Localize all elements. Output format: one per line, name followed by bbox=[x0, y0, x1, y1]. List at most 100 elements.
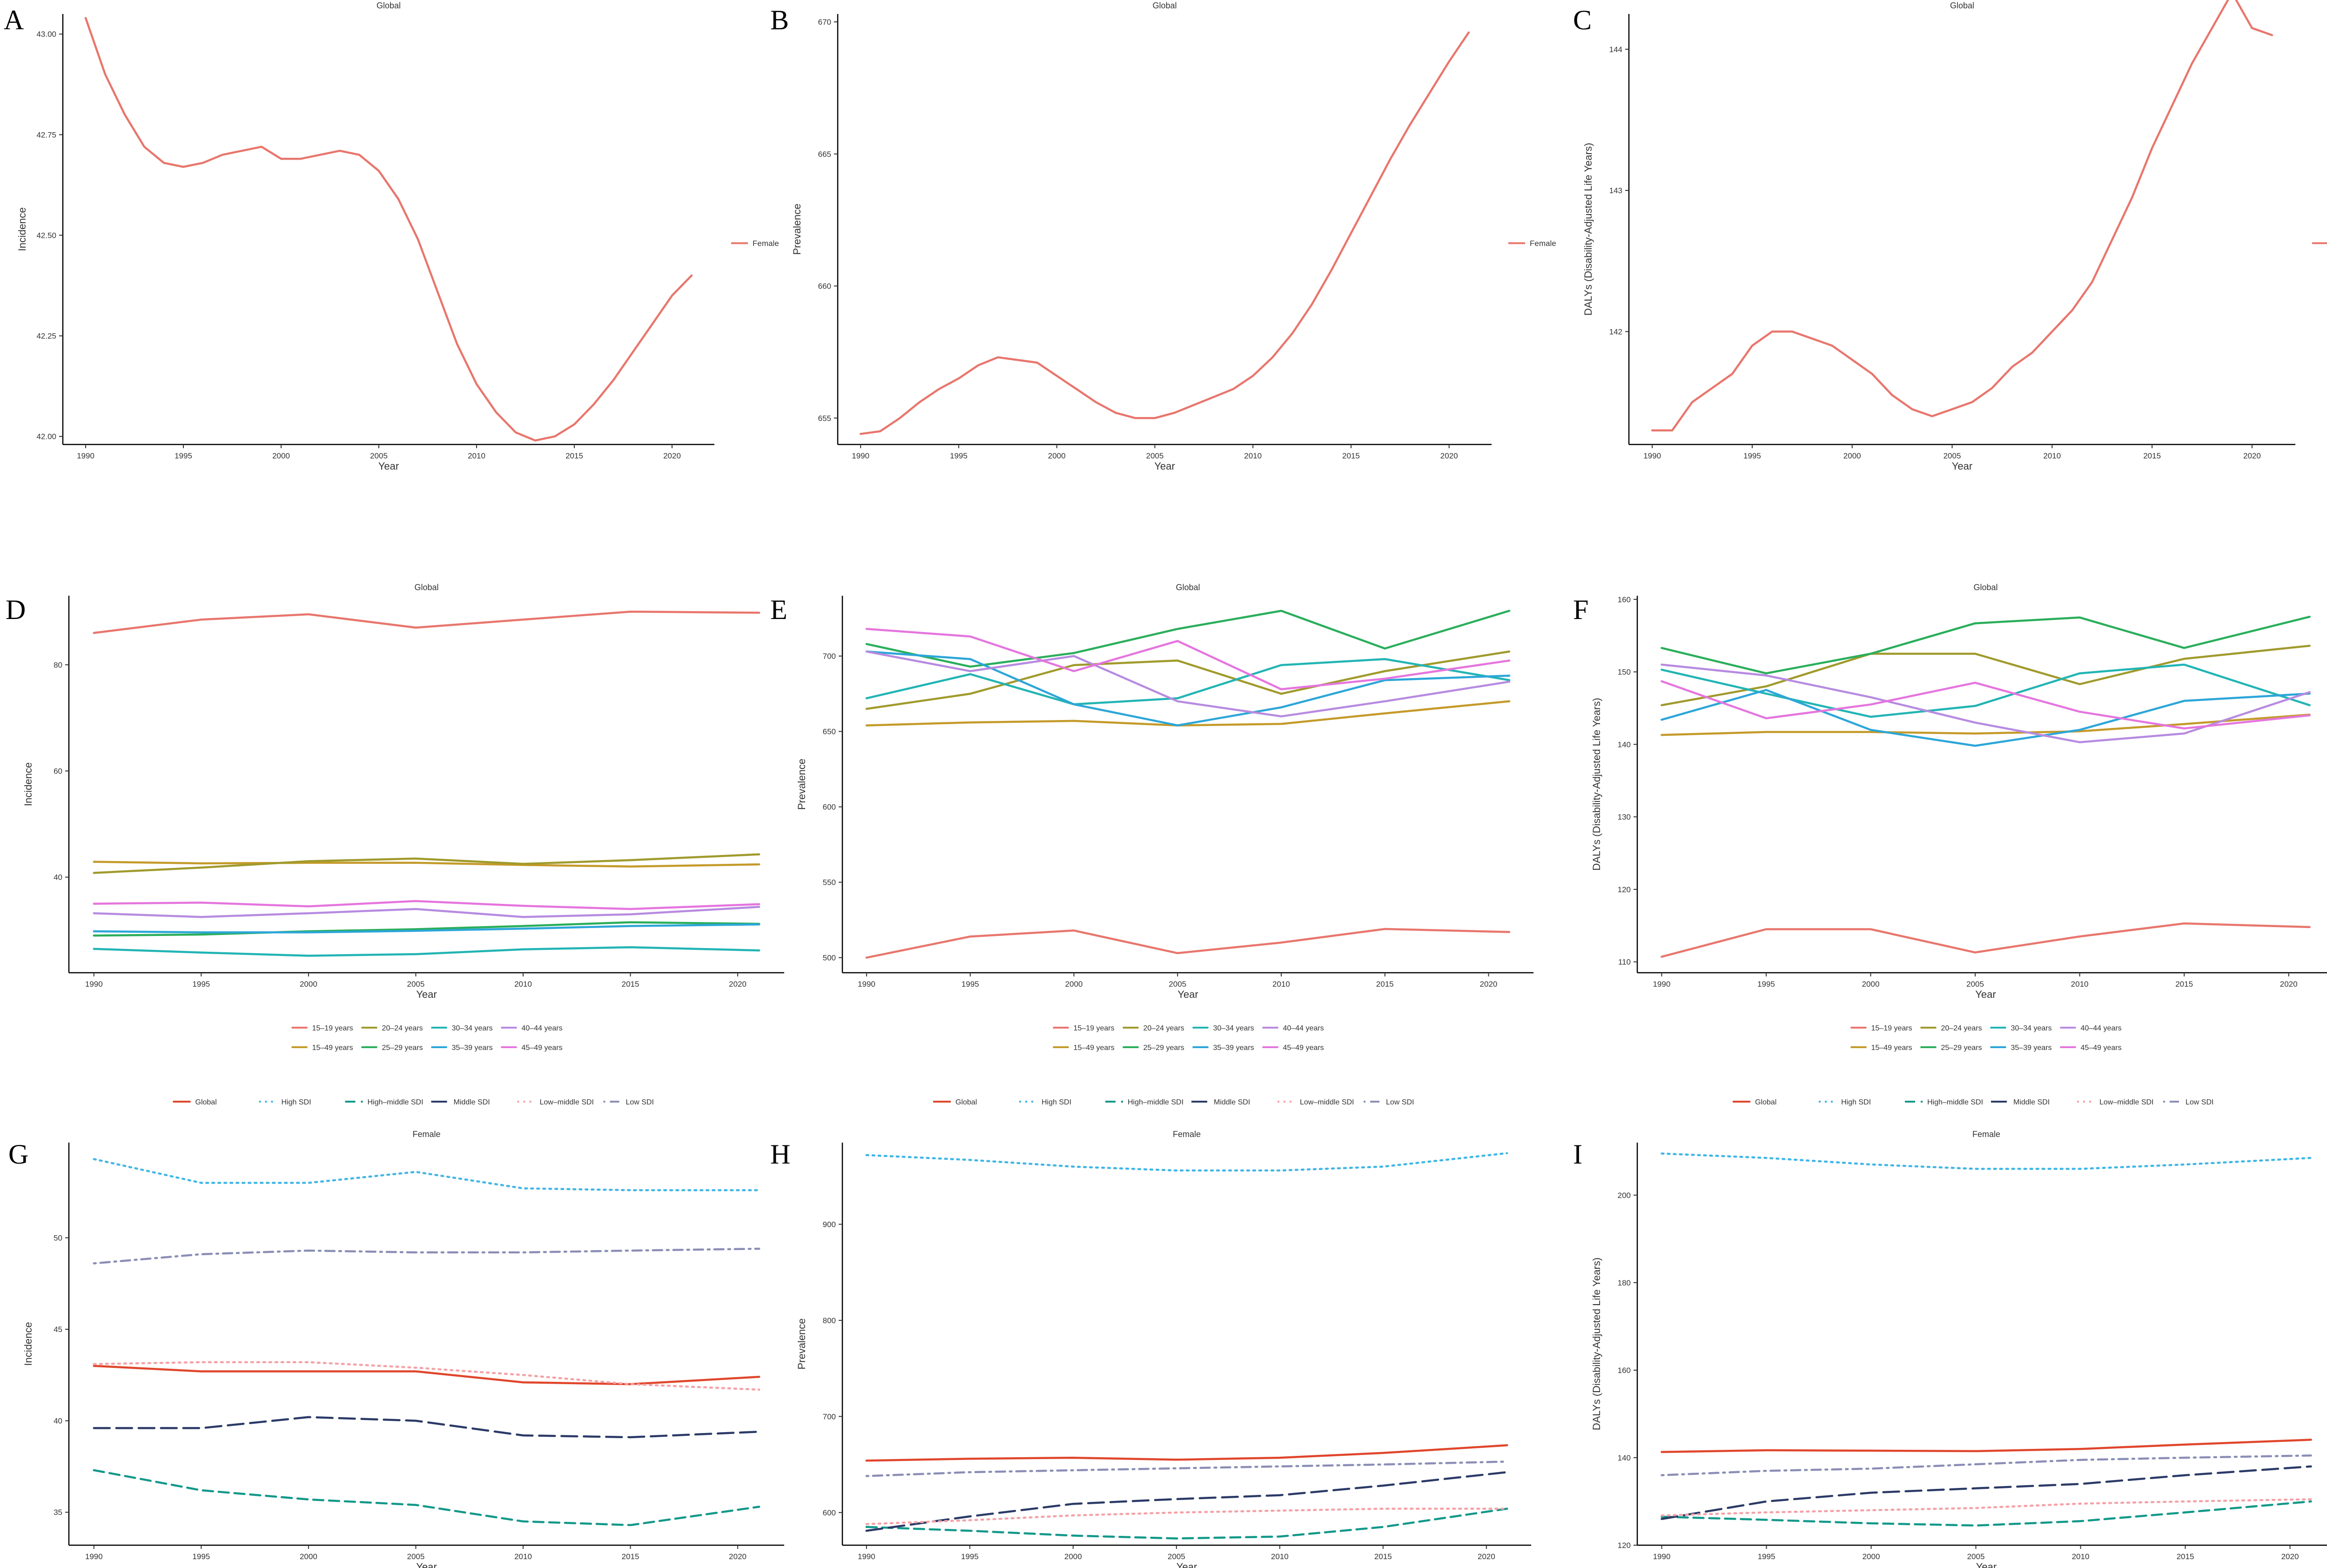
y-tick-label: 160 bbox=[1618, 595, 1631, 604]
panel-letter: H bbox=[770, 1139, 790, 1170]
legend-label: High SDI bbox=[1042, 1098, 1071, 1106]
legend-label: 25–29 years bbox=[382, 1044, 423, 1052]
x-axis-label: Year bbox=[1177, 1561, 1197, 1568]
x-tick-label: 2015 bbox=[622, 980, 639, 989]
panel-g: G Female 1990 1995 2000 2005 2010 2015 2020 35 40 4… bbox=[8, 1098, 784, 1568]
chart-title: Global bbox=[1950, 1, 1974, 10]
x-tick-label: 2005 bbox=[1146, 451, 1164, 460]
y-tick-label: 600 bbox=[823, 1508, 836, 1517]
series-line-middle-sdi bbox=[865, 1471, 1508, 1532]
x-tick-label: 2005 bbox=[1944, 451, 1961, 460]
x-tick-label: 2020 bbox=[729, 1552, 747, 1561]
series-line-30-34-years bbox=[865, 658, 1511, 706]
x-tick-label: 1990 bbox=[85, 980, 103, 989]
legend-label: Middle SDI bbox=[1214, 1098, 1250, 1106]
legend-label: Low–middle SDI bbox=[1300, 1098, 1354, 1106]
panel-b: B Global 1990 1995 2000 2005 2010 2015 2020 655 66… bbox=[770, 1, 1556, 472]
legend-label: Low SDI bbox=[2186, 1098, 2213, 1106]
legend-label: 15–49 years bbox=[1871, 1044, 1912, 1052]
panel-letter: I bbox=[1573, 1139, 1582, 1170]
series-line-35-39-years bbox=[93, 923, 760, 934]
y-tick-label: 700 bbox=[823, 652, 836, 661]
x-tick-label: 2010 bbox=[2071, 980, 2089, 989]
x-tick-label: 1990 bbox=[1653, 980, 1670, 989]
x-axis-label: Year bbox=[1177, 989, 1198, 1000]
legend-label: 45–49 years bbox=[522, 1044, 563, 1052]
x-tick-label: 2020 bbox=[663, 451, 681, 460]
y-tick-label: 670 bbox=[818, 18, 831, 27]
x-axis-label: Year bbox=[378, 460, 399, 472]
y-tick-label: 900 bbox=[823, 1220, 836, 1229]
x-tick-label: 2010 bbox=[514, 980, 532, 989]
legend-label: 15–19 years bbox=[312, 1024, 353, 1032]
legend-label: Low SDI bbox=[626, 1098, 654, 1106]
x-tick-label: 2015 bbox=[622, 1552, 639, 1561]
y-tick-label: 150 bbox=[1618, 668, 1631, 677]
x-tick-label: 1995 bbox=[192, 1552, 210, 1561]
legend-label: Middle SDI bbox=[2013, 1098, 2050, 1106]
y-axis-label: Incidence bbox=[22, 762, 34, 806]
legend-label: 15–19 years bbox=[1074, 1024, 1115, 1032]
legend-label: 40–44 years bbox=[522, 1024, 563, 1032]
series-line-low-middle-sdi bbox=[93, 1361, 760, 1391]
legend-label: 20–24 years bbox=[1941, 1024, 1982, 1032]
legend-label: 25–29 years bbox=[1941, 1044, 1982, 1052]
y-tick-label: 700 bbox=[823, 1412, 836, 1421]
chart-title: Global bbox=[1152, 1, 1177, 10]
x-tick-label: 2005 bbox=[1966, 980, 1984, 989]
series-line-35-39-years bbox=[865, 650, 1511, 727]
series-line-global bbox=[1661, 1439, 2312, 1453]
series-line-low-sdi bbox=[865, 1460, 1508, 1477]
panel-letter: E bbox=[770, 594, 787, 625]
legend-label: 30–34 years bbox=[2011, 1024, 2052, 1032]
legend-label: Female bbox=[753, 239, 779, 248]
series-line-45-49-years bbox=[1661, 680, 2311, 730]
x-tick-label: 2015 bbox=[1376, 980, 1394, 989]
legend-label: 30–34 years bbox=[1213, 1024, 1254, 1032]
legend-label: 35–39 years bbox=[452, 1044, 493, 1052]
x-tick-label: 2015 bbox=[565, 451, 583, 460]
y-tick-label: 142 bbox=[1609, 327, 1622, 336]
legend-label: 45–49 years bbox=[1283, 1044, 1324, 1052]
x-tick-label: 1995 bbox=[961, 1552, 979, 1561]
series-line-30-34-years bbox=[1661, 663, 2311, 718]
y-axis-label: Incidence bbox=[22, 1322, 34, 1366]
series-line-15-19-years bbox=[93, 610, 760, 634]
x-tick-label: 2000 bbox=[272, 451, 290, 460]
legend-label: Global bbox=[195, 1098, 217, 1106]
x-tick-label: 2015 bbox=[2175, 980, 2193, 989]
y-tick-label: 140 bbox=[1618, 1454, 1631, 1462]
series-line-15-49-years bbox=[1661, 713, 2311, 736]
panel-f: F Global 1990 1995 2000 2005 2010 2015 2020 110 12… bbox=[1573, 583, 2327, 1052]
y-axis-label: Prevalence bbox=[796, 1318, 807, 1369]
series-line-40-44-years bbox=[865, 650, 1511, 718]
y-tick-label: 550 bbox=[823, 878, 836, 887]
y-tick-label: 160 bbox=[1618, 1366, 1631, 1375]
series-line-high-middle-sdi bbox=[1661, 1500, 2312, 1527]
panel-i: I Female 1990 1995 2000 2005 2010 2015 2020 120 14… bbox=[1573, 1098, 2327, 1568]
chart-title: Female bbox=[1972, 1130, 2000, 1139]
y-axis-label: DALYs (Disability-Adjusted Life Years) bbox=[1591, 698, 1602, 870]
y-tick-label: 45 bbox=[54, 1325, 62, 1334]
legend-label: 25–29 years bbox=[1143, 1044, 1184, 1052]
x-tick-label: 1995 bbox=[950, 451, 968, 460]
legend-label: Global bbox=[1755, 1098, 1776, 1106]
y-tick-label: 600 bbox=[823, 803, 836, 812]
y-tick-label: 130 bbox=[1618, 813, 1631, 821]
x-tick-label: 2010 bbox=[468, 451, 485, 460]
x-tick-label: 2020 bbox=[2280, 980, 2298, 989]
y-tick-label: 50 bbox=[54, 1233, 62, 1242]
legend-label: Middle SDI bbox=[454, 1098, 490, 1106]
series-line-20-24-years bbox=[93, 853, 760, 874]
series-line-female bbox=[1651, 0, 2273, 431]
series-line-high-sdi bbox=[865, 1152, 1508, 1172]
series-line-25-29-years bbox=[93, 921, 760, 937]
x-tick-label: 2000 bbox=[1863, 1552, 1880, 1561]
series-line-40-44-years bbox=[1661, 663, 2311, 743]
series-line-20-24-years bbox=[865, 650, 1511, 710]
chart-title: Global bbox=[1176, 583, 1200, 592]
y-tick-label: 665 bbox=[818, 150, 831, 159]
panel-letter: D bbox=[6, 594, 26, 625]
chart-title: Female bbox=[1173, 1130, 1201, 1139]
series-line-female bbox=[84, 17, 693, 442]
